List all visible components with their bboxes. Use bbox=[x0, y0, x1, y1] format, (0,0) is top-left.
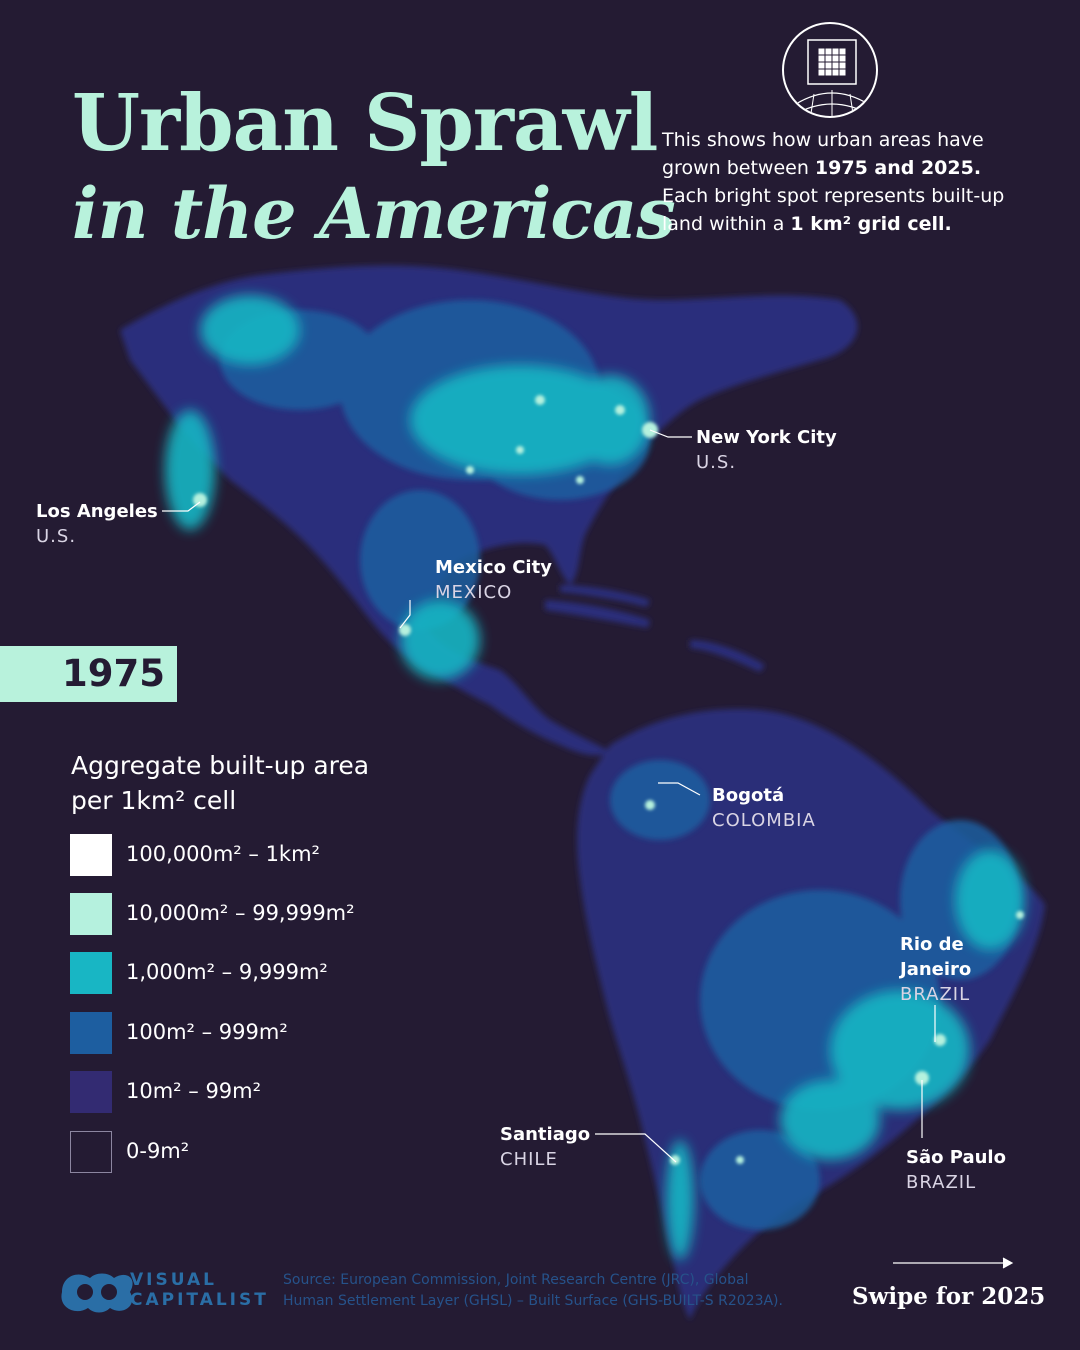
label-new-york: New York City U.S. bbox=[696, 427, 837, 473]
visual-capitalist-logo bbox=[61, 1273, 133, 1313]
logo-text: VISUAL CAPITALIST bbox=[130, 1270, 269, 1310]
legend-swatch bbox=[70, 1012, 112, 1054]
cuba bbox=[560, 585, 650, 607]
label-rio-de-janeiro: Rio de Janeiro BRAZIL bbox=[900, 934, 972, 1005]
nyc-leader bbox=[649, 429, 692, 438]
label-bogota: Bogotá COLOMBIA bbox=[712, 785, 816, 831]
swipe-arrowhead bbox=[1002, 1257, 1014, 1269]
swipe-prompt[interactable]: Swipe for 2025 bbox=[852, 1283, 1046, 1310]
label-los-angeles: Los Angeles U.S. bbox=[36, 501, 158, 547]
leader-lines bbox=[162, 429, 1014, 1269]
legend-swatch bbox=[70, 952, 112, 994]
title-line-1: Urban Sprawl bbox=[72, 78, 658, 169]
la-leader bbox=[162, 501, 201, 512]
title-line-2: in the Americas bbox=[72, 172, 676, 255]
label-santiago: Santiago CHILE bbox=[500, 1124, 591, 1170]
legend-title: Aggregate built-up area per 1km² cell bbox=[71, 751, 370, 815]
legend-swatch bbox=[70, 1131, 112, 1173]
legend-swatch bbox=[70, 1071, 112, 1113]
satellite-grid-icon bbox=[782, 22, 878, 118]
legend-swatch bbox=[70, 893, 112, 935]
source-note: Source: European Commission, Joint Resea… bbox=[283, 1272, 783, 1309]
label-sao-paulo: São Paulo BRAZIL bbox=[906, 1147, 1006, 1193]
caribbean bbox=[545, 600, 650, 628]
built-up-high bbox=[165, 295, 1025, 1260]
legend-swatch bbox=[70, 834, 112, 876]
year-badge: 1975 bbox=[0, 646, 177, 702]
santiago-leader bbox=[595, 1133, 677, 1163]
label-mexico-city: Mexico City MEXICO bbox=[435, 557, 552, 603]
urban-cores bbox=[193, 395, 1024, 1165]
lesser-antilles bbox=[690, 640, 765, 672]
intro-text: This shows how urban areas have grown be… bbox=[662, 129, 1005, 235]
mexico-leader bbox=[399, 600, 411, 629]
bogota-leader bbox=[658, 782, 701, 796]
